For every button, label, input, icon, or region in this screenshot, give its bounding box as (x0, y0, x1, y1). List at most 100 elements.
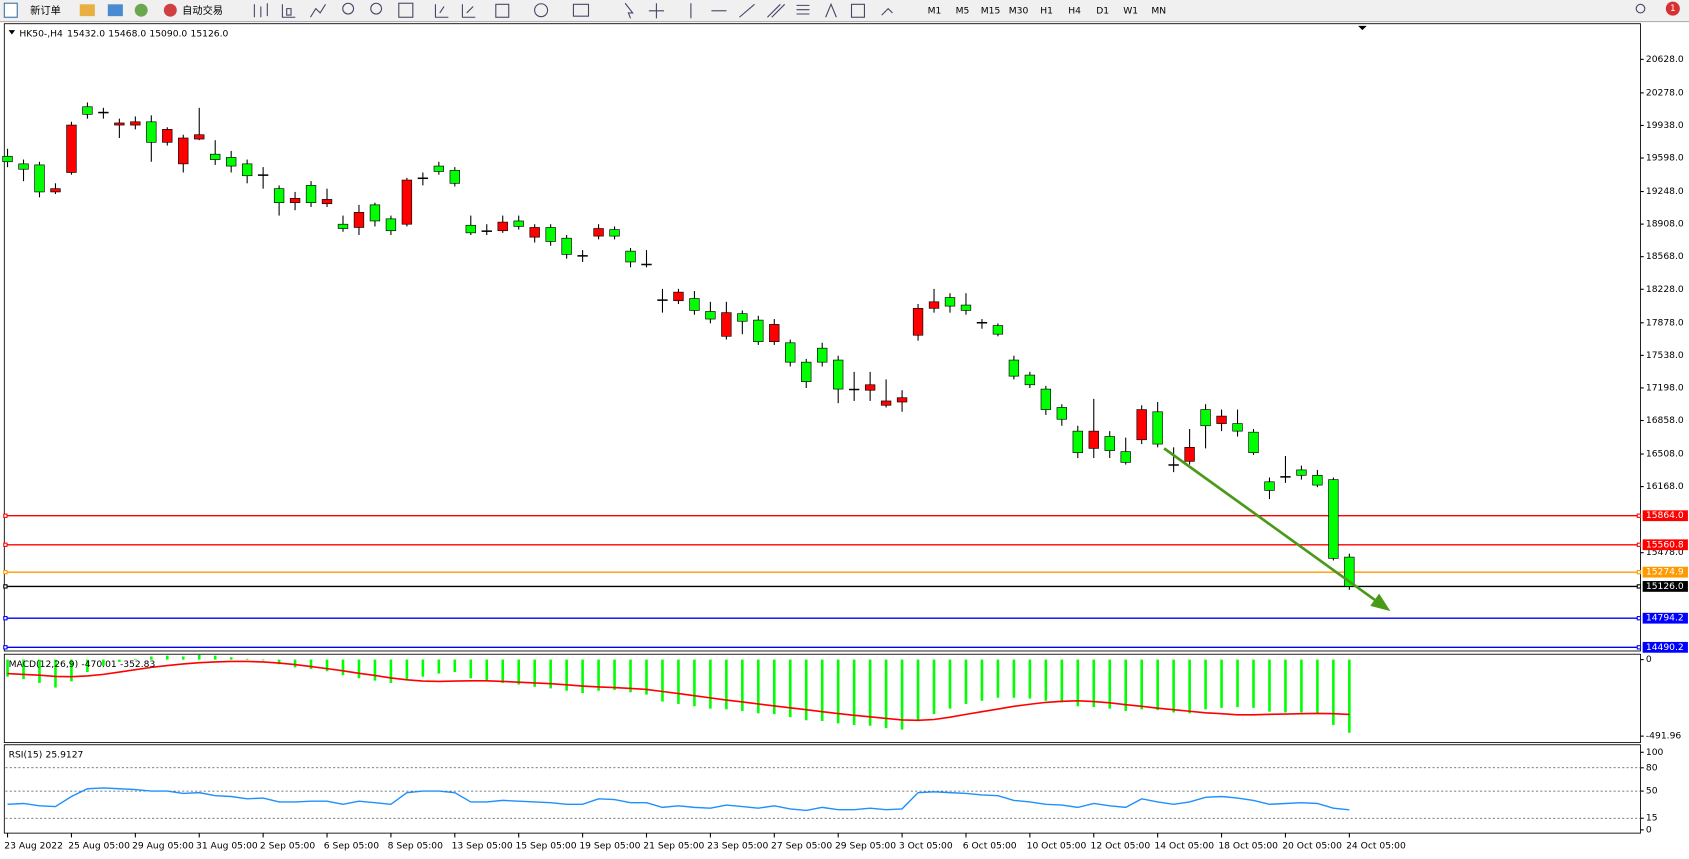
toolbar-icons (253, 2, 1646, 19)
histogram-bar (54, 659, 57, 688)
y-tick-label: 18568.0 (1646, 251, 1684, 262)
timeframe-button[interactable]: M5 (956, 5, 970, 16)
histogram-bar (725, 659, 728, 710)
candle-body (481, 230, 492, 232)
chart-shift-marker[interactable] (1358, 25, 1367, 31)
level-handle[interactable] (1636, 569, 1642, 575)
candle-body (34, 164, 45, 193)
rsi-header: RSI(15) 25.9127 (9, 749, 84, 760)
y-tick-label: 20278.0 (1646, 87, 1684, 98)
y-tick-label: 15 (1646, 813, 1658, 824)
candle-body (1328, 479, 1339, 559)
icon[interactable] (434, 4, 449, 18)
symbol-menu-arrow[interactable] (8, 30, 16, 35)
icon[interactable] (134, 3, 148, 17)
level-handle[interactable] (1636, 513, 1642, 518)
candle-body (1280, 476, 1291, 478)
histogram-bar (581, 659, 584, 694)
candle-body (321, 199, 333, 205)
icon[interactable] (342, 2, 355, 15)
new-order-button[interactable]: 新订单 (3, 2, 61, 18)
level-handle[interactable] (3, 542, 8, 547)
search-icon[interactable] (1635, 3, 1646, 14)
candle-body (801, 361, 812, 382)
x-tick-label: 27 Sep 05:00 (771, 841, 832, 852)
timeframe-button[interactable]: W1 (1123, 5, 1138, 16)
candle-body (593, 228, 604, 237)
timeframe-button[interactable]: MN (1151, 5, 1166, 16)
chart-header: HK50-,H4 15432.0 15468.0 15090.0 15126.0 (19, 28, 228, 39)
icon[interactable] (796, 4, 810, 15)
candle-body (241, 163, 253, 177)
level-label-box (1642, 581, 1688, 592)
icon[interactable] (79, 4, 95, 17)
icon[interactable] (107, 4, 123, 17)
candle-body (817, 347, 828, 363)
icon[interactable] (398, 2, 414, 18)
histogram-bar (1108, 659, 1112, 709)
icon[interactable] (825, 2, 837, 18)
timeframe-button[interactable]: H4 (1068, 5, 1081, 16)
candle-body (1072, 430, 1083, 454)
level-handle[interactable] (3, 616, 8, 621)
timeframe-button[interactable]: M15 (981, 5, 1001, 16)
icon[interactable] (309, 4, 326, 18)
level-handle[interactable] (1636, 645, 1642, 650)
histogram-bar (309, 659, 313, 669)
level-label: 15274.9 (1646, 567, 1684, 578)
timeframe-button[interactable]: H1 (1040, 5, 1053, 16)
level-handle[interactable] (1636, 584, 1642, 589)
icon[interactable] (281, 4, 296, 18)
level-handle[interactable] (3, 645, 8, 650)
histogram-bar (38, 659, 41, 683)
histogram-bar (741, 659, 744, 711)
icon[interactable] (461, 4, 476, 18)
candle-body (705, 311, 716, 320)
level-handle[interactable] (1636, 542, 1642, 547)
icon[interactable] (624, 2, 634, 19)
icon[interactable] (253, 3, 268, 18)
y-tick-label: 50 (1646, 786, 1658, 797)
level-handle[interactable] (1636, 616, 1642, 621)
timeframe-bar: M1 M5 M15 M30 H1 H4 D1 W1 MN (928, 5, 1166, 16)
icon[interactable] (495, 3, 510, 18)
histogram-bar (1236, 659, 1239, 708)
icon[interactable] (850, 3, 865, 18)
timeframe-button[interactable]: M1 (928, 5, 942, 16)
timeframe-button[interactable]: M30 (1009, 5, 1029, 16)
candle-body (66, 124, 77, 173)
icon[interactable] (648, 3, 664, 19)
x-tick-label: 8 Sep 05:00 (388, 841, 443, 852)
icon[interactable] (767, 3, 786, 18)
icon[interactable] (739, 3, 755, 18)
candle-body (1296, 469, 1307, 476)
y-tick-label: 16858.0 (1646, 415, 1684, 426)
auto-trade-button[interactable]: 自动交易 (163, 3, 223, 17)
icon[interactable] (370, 2, 383, 15)
trend-line (1163, 447, 1376, 601)
y-tick-label: 16508.0 (1646, 449, 1684, 460)
histogram-bar (565, 659, 568, 691)
x-tick-label: 23 Aug 2022 (4, 841, 63, 852)
histogram-bar (868, 659, 872, 726)
level-handle[interactable] (3, 513, 8, 518)
histogram-bar (996, 659, 1000, 698)
auto-trade-label: 自动交易 (182, 4, 223, 17)
candle-body (721, 312, 732, 337)
candle-body (753, 319, 764, 342)
candle-body (641, 263, 652, 266)
icon[interactable] (572, 3, 590, 17)
histogram-bar (1332, 659, 1335, 725)
trend-arrow[interactable] (1163, 447, 1391, 612)
icon[interactable] (534, 3, 549, 18)
histogram-bar (1156, 659, 1159, 711)
y-tick-label: 17538.0 (1646, 350, 1684, 361)
notification-badge[interactable]: 1 (1665, 1, 1680, 16)
level-handle[interactable] (3, 584, 8, 589)
candle-body (513, 220, 524, 227)
icon[interactable] (881, 7, 893, 16)
candle-body (289, 198, 301, 203)
timeframe-button[interactable]: D1 (1096, 5, 1109, 16)
badge-count: 1 (1670, 4, 1675, 14)
level-handle[interactable] (3, 569, 8, 575)
